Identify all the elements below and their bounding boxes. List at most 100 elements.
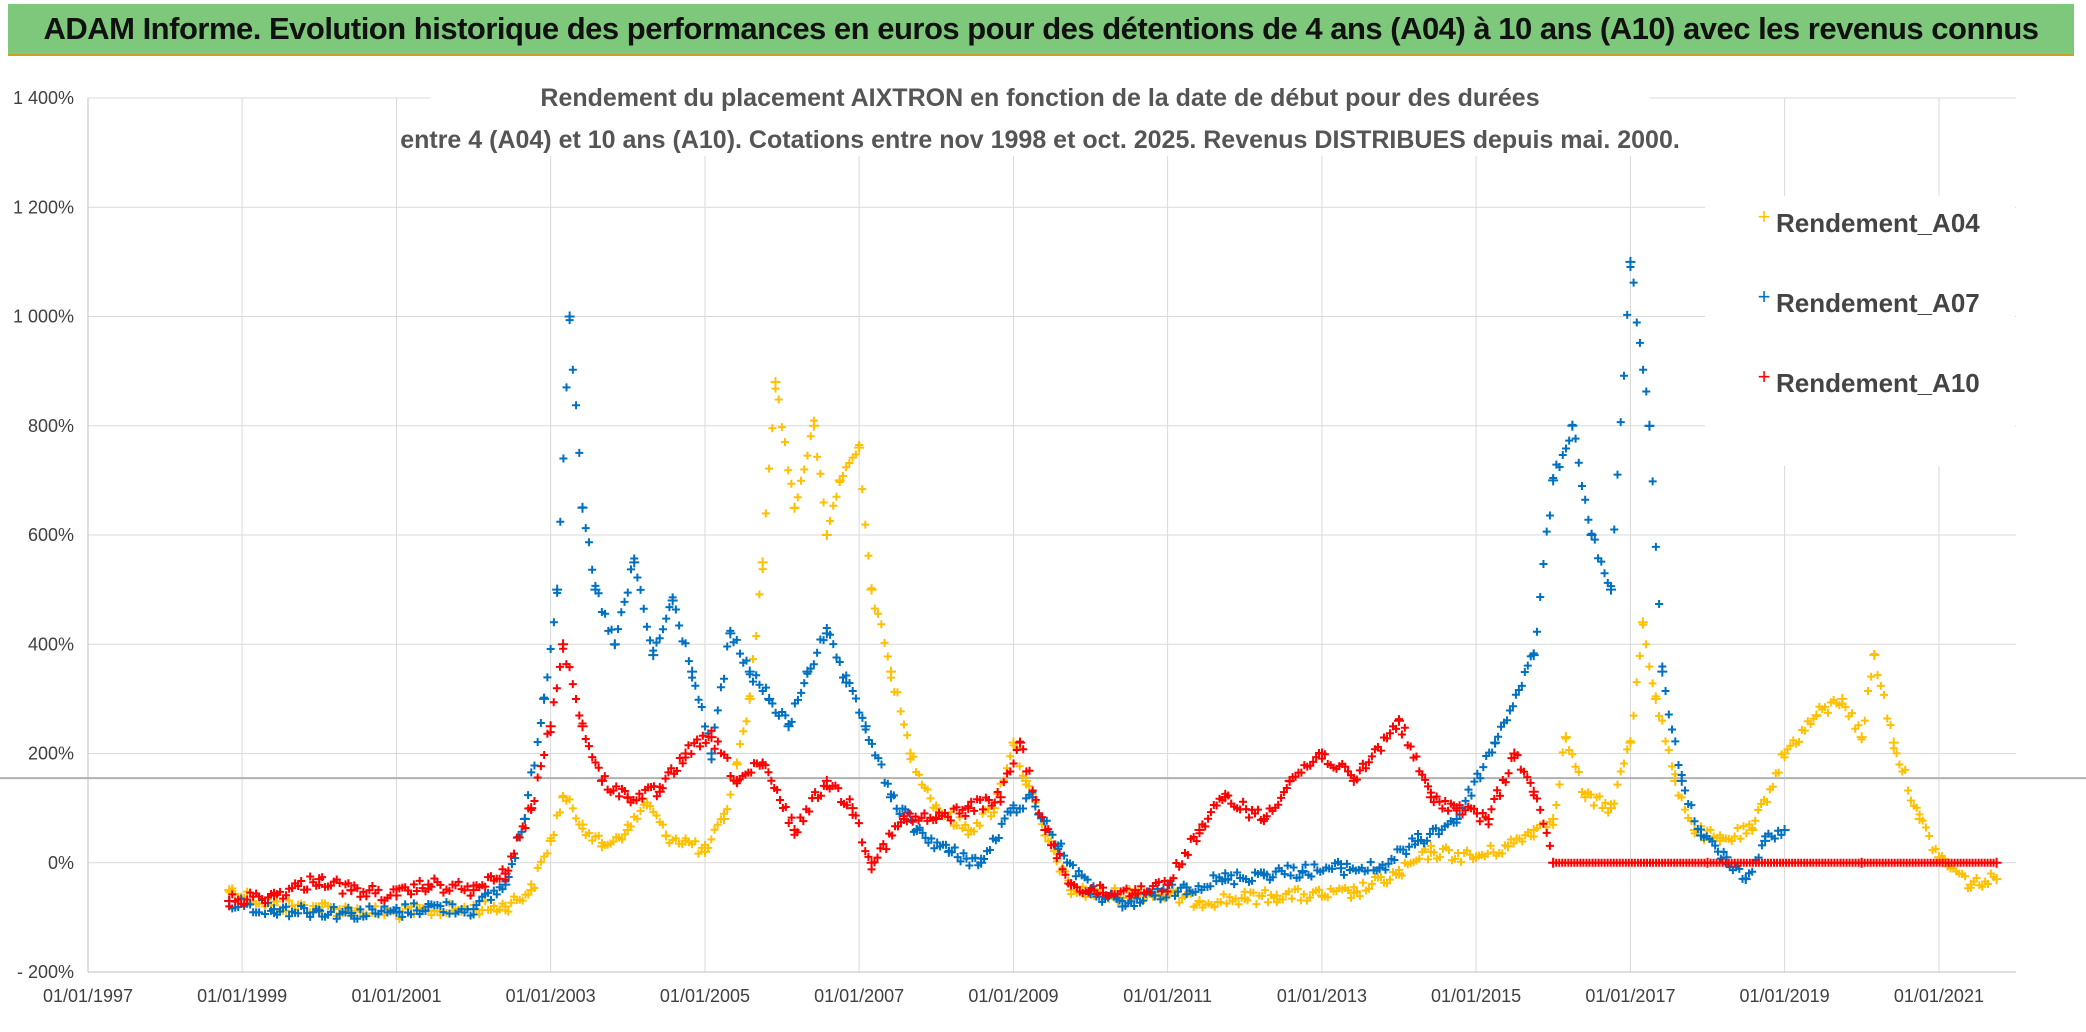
series-a04-cloud-point [1287, 894, 1296, 903]
series-a10-cloud-point [805, 807, 814, 816]
series-a07-cloud-point [1162, 893, 1171, 902]
series-a04-cloud-point [877, 620, 886, 629]
series-a04-point [1502, 841, 1513, 852]
series-a10-cloud-point [1470, 804, 1479, 813]
series-a04-point [1965, 879, 1976, 890]
series-a07-cloud-point [406, 910, 415, 919]
series-a07-cloud-point [1289, 863, 1298, 872]
series-a07-point [1490, 737, 1501, 748]
series-a07-cloud-point [694, 695, 703, 704]
series-a07-cloud-point [1508, 702, 1517, 711]
series-a04-cloud-point [1757, 800, 1766, 809]
series-a07-cloud-point [933, 838, 942, 847]
series-a07-cloud-point [930, 844, 939, 853]
series-a10-cloud-point [976, 795, 985, 804]
series-a10-cloud-point [713, 737, 722, 746]
series-a10-point [224, 895, 235, 906]
legend-marker-a07: + [1758, 284, 1771, 309]
y-tick-label: 1 400% [13, 88, 74, 108]
series-a10-cloud-point [920, 809, 929, 818]
series-a10-cloud-point [288, 884, 297, 893]
series-a10-cloud-point [1382, 734, 1391, 743]
series-a10-cloud-point [845, 795, 854, 804]
series-a10-cloud-point [1493, 786, 1502, 795]
series-a10-cloud-point [1137, 882, 1146, 891]
series-a04-cloud-point [1558, 748, 1567, 757]
series-a10-cloud-point [894, 822, 903, 831]
series-a07-cloud-point [1209, 871, 1218, 880]
series-a10-cloud-point [1458, 810, 1467, 819]
series-a07-cloud-point [1402, 849, 1411, 858]
series-a07-point [1740, 874, 1751, 885]
series-a04-cloud-point [1768, 782, 1777, 791]
y-tick-label: - 200% [17, 962, 74, 982]
series-a07-cloud-point [344, 903, 353, 912]
series-a07-point [1117, 901, 1128, 912]
series-a04-cloud-point [1632, 678, 1641, 687]
series-a07-cloud-point [1227, 871, 1236, 880]
series-a10-cloud-point [353, 884, 362, 893]
series-a07-cloud-point [627, 565, 636, 574]
series-a07-cloud-point [1171, 891, 1180, 900]
series-a07-cloud-point [1571, 434, 1580, 443]
series-a07-cloud-point [543, 673, 552, 682]
series-a07-cloud-point [994, 833, 1003, 842]
series-a10-cloud-point [678, 759, 687, 768]
series-a04-cloud-point [1800, 726, 1809, 735]
series-a04-point [577, 819, 588, 830]
series-a04-cloud-point [1762, 797, 1771, 806]
series-a07-cloud-point [1206, 882, 1215, 891]
series-a07-cloud-point [1651, 542, 1660, 551]
series-a10-cloud-point [999, 778, 1008, 787]
series-a04-point [789, 502, 800, 513]
series-a10-cloud-point [536, 762, 545, 771]
series-a07-point [519, 814, 530, 825]
series-a04-cloud-point [761, 509, 770, 518]
series-a04-point [931, 803, 942, 814]
series-a10-point [1483, 814, 1494, 825]
series-a04-point [885, 666, 896, 677]
series-a04-cloud-point [1457, 857, 1466, 866]
series-a10-cloud-point [1367, 752, 1376, 761]
series-a10-cloud-point [726, 771, 735, 780]
series-a07-cloud-point [1629, 278, 1638, 287]
series-a10-cloud-point [368, 882, 377, 891]
series-a07-cloud-point [965, 861, 974, 870]
series-a04-cloud-point [793, 493, 802, 502]
series-a04-cloud-point [1018, 771, 1027, 780]
series-a07-cloud-point [581, 524, 590, 533]
series-a10-point [1702, 857, 1713, 868]
series-a04-cloud-point [819, 498, 828, 507]
series-a07-cloud-point [1127, 897, 1136, 906]
series-a04-point [526, 885, 537, 896]
series-a07-cloud-point [568, 365, 577, 374]
series-a07-cloud-point [813, 648, 822, 657]
series-a07-cloud-point [720, 674, 729, 683]
series-a07-cloud-point [306, 912, 315, 921]
series-a04-cloud-point [1006, 752, 1015, 761]
series-a07-point [1528, 650, 1539, 661]
series-a07-cloud-point [1610, 525, 1619, 534]
series-a07-point [802, 666, 813, 677]
series-a07-cloud-point [793, 695, 802, 704]
legend: + Rendement_A04 + Rendement_A07 + Rendem… [1758, 204, 1981, 398]
series-a04-point [558, 792, 569, 803]
series-a07-cloud-point [1514, 686, 1523, 695]
series-a10-cloud-point [572, 695, 581, 704]
series-a07-cloud-point [368, 905, 377, 914]
series-a04-point [680, 835, 691, 846]
series-a10-cloud-point [303, 885, 312, 894]
series-a04-cloud-point [1225, 893, 1234, 902]
series-a07-cloud-point [623, 588, 632, 597]
series-a04-cloud-point [899, 720, 908, 729]
series-a04-cloud-point [1175, 898, 1184, 907]
series-a10-cloud-point [701, 738, 710, 747]
series-a10-cloud-point [1183, 850, 1192, 859]
series-a04-cloud-point [1015, 762, 1024, 771]
series-a04-cloud-point [1658, 716, 1667, 725]
series-a07-cloud-point [918, 828, 927, 837]
series-a04-cloud-point [536, 857, 545, 866]
series-a10-cloud-point [952, 803, 961, 812]
series-a07-cloud-point [1690, 817, 1699, 826]
series-a07-cloud-point [642, 622, 651, 631]
